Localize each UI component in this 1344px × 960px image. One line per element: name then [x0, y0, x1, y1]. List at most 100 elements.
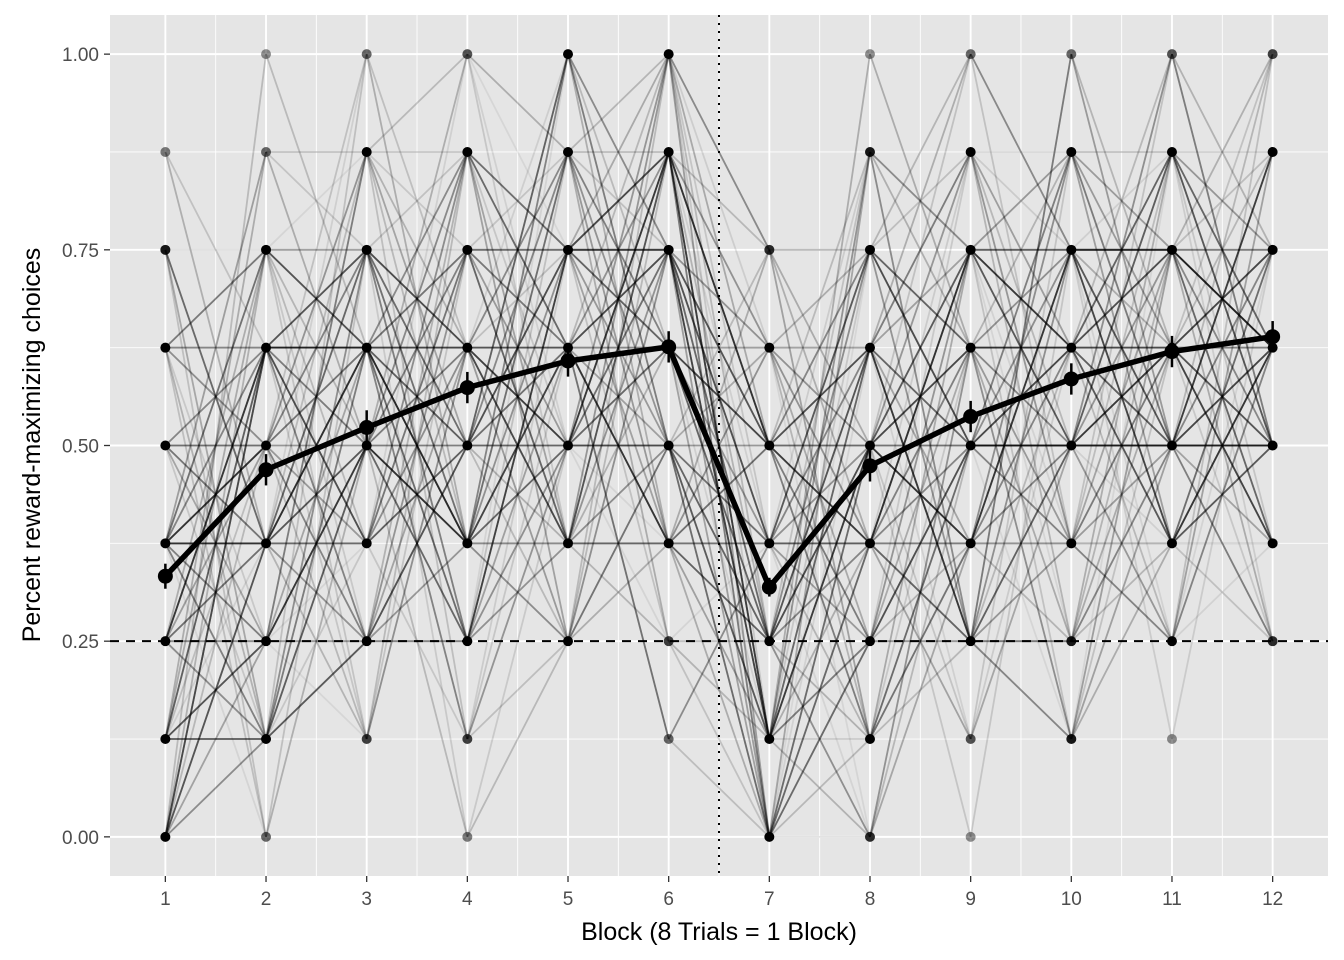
trajectory-segment — [969, 151, 1073, 446]
trajectory-segment — [969, 445, 1073, 642]
trajectory-segment — [365, 347, 469, 544]
trajectory-segment — [667, 151, 771, 544]
trajectory-segment — [164, 738, 267, 838]
trajectory-segment — [567, 347, 670, 447]
trajectory-segment — [466, 444, 569, 544]
trajectory-segment — [1171, 53, 1274, 251]
trajectory-segment — [667, 249, 771, 544]
trajectory-segment — [365, 445, 469, 642]
trajectory-segment — [1171, 249, 1274, 446]
trajectory-segment — [970, 249, 1072, 349]
trajectory-segment — [164, 347, 267, 544]
trajectory-segment — [567, 347, 670, 544]
trajectory-segment — [466, 53, 569, 544]
trajectory-segment — [567, 151, 670, 544]
trajectory-segment — [667, 151, 771, 446]
trajectory-segment — [1171, 444, 1274, 544]
trajectory-segment — [1070, 249, 1173, 446]
x-axis-title: Block (8 Trials = 1 Block) — [581, 918, 857, 946]
trajectory-segment — [869, 445, 972, 740]
trajectory-segment — [1171, 347, 1274, 447]
trajectory-segment — [1070, 151, 1173, 251]
trajectory-segment — [668, 444, 770, 544]
trajectory-segment — [567, 53, 670, 348]
individual-point — [1267, 244, 1278, 255]
trajectory-segment — [466, 151, 569, 544]
trajectory-segment — [1070, 445, 1173, 642]
trajectory-segment — [768, 543, 871, 838]
x-tick-label: 11 — [1162, 889, 1182, 910]
trajectory-segment — [164, 444, 267, 544]
individual-point — [864, 49, 875, 60]
trajectory-segment — [164, 445, 267, 838]
trajectory-segment — [164, 249, 267, 838]
trajectory-segment — [366, 444, 468, 544]
trajectory-segment — [265, 249, 368, 349]
individual-point — [462, 342, 473, 353]
trajectory-segment — [1070, 249, 1173, 544]
trajectory-segment — [164, 347, 267, 447]
individual-point — [563, 146, 574, 157]
trajectory-segment — [1070, 347, 1173, 447]
trajectory-segment — [466, 542, 569, 642]
trajectory-segment — [869, 151, 972, 642]
trajectory-segment — [265, 445, 368, 642]
trajectory-segment — [970, 444, 1072, 544]
trajectory-segment — [1171, 249, 1274, 349]
individual-point — [361, 440, 372, 451]
trajectory-segment — [1171, 347, 1274, 447]
trajectory-segment — [567, 53, 670, 251]
trajectory-segment — [1171, 249, 1274, 349]
trajectory-segment — [969, 151, 1073, 349]
trajectory-segment — [366, 249, 468, 349]
trajectory-segment — [869, 542, 972, 740]
individual-point — [764, 244, 775, 255]
trajectory-segment — [969, 249, 1073, 446]
trajectory-segment — [1070, 444, 1173, 544]
trajectory-segment — [1171, 249, 1274, 349]
trajectory-segment — [466, 249, 569, 544]
trajectory-segment — [567, 249, 670, 544]
trajectory-segment — [466, 53, 569, 642]
trajectory-segment — [365, 347, 469, 544]
trajectory-segment — [567, 151, 670, 349]
trajectory-segment — [164, 347, 267, 642]
trajectory-segment — [1171, 151, 1274, 446]
individual-point — [965, 538, 976, 549]
trajectory-segment — [1070, 249, 1173, 642]
trajectory-segment — [1070, 249, 1173, 544]
trajectory-segment — [466, 347, 569, 447]
trajectory-segment — [1171, 249, 1274, 349]
mean-point — [661, 339, 677, 355]
trajectory-segment — [365, 445, 469, 642]
trajectory-segment — [567, 347, 670, 544]
trajectory-segment — [265, 249, 368, 349]
trajectory-segment — [265, 54, 368, 740]
trajectory-segment — [768, 444, 871, 544]
trajectory-segment — [869, 249, 972, 349]
trajectory-segment — [869, 542, 972, 740]
trajectory-segment — [164, 249, 267, 838]
trajectory-segment — [567, 249, 670, 642]
trajectory-segment — [768, 347, 871, 642]
trajectory-segment — [1171, 347, 1274, 447]
trajectory-segment — [668, 347, 770, 447]
trajectory-segment — [365, 249, 469, 544]
trajectory-segment — [164, 444, 267, 544]
trajectory-segment — [164, 249, 267, 838]
trajectory-segment — [164, 347, 267, 447]
trajectory-segment — [970, 249, 1072, 349]
trajectory-segment — [1070, 249, 1173, 349]
trajectory-segment — [1171, 542, 1274, 642]
trajectory-segment — [1070, 53, 1173, 348]
trajectory-segment — [768, 347, 871, 642]
trajectory-segment — [265, 151, 368, 446]
trajectory-segment — [667, 249, 771, 642]
trajectory-segment — [466, 53, 569, 446]
trajectory-segment — [265, 444, 368, 544]
trajectory-segment — [466, 249, 569, 544]
trajectory-segment — [1070, 347, 1173, 544]
trajectory-segment — [366, 249, 468, 349]
trajectory-segment — [1171, 347, 1274, 447]
trajectory-segment — [1070, 445, 1173, 740]
